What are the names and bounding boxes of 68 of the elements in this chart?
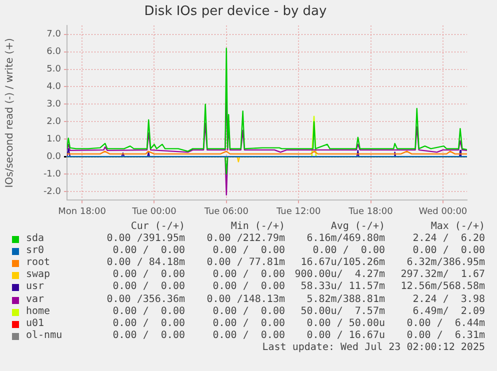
text: 0.00 / 0.00: [212, 318, 285, 330]
text: 2.24 / 3.98: [412, 294, 485, 306]
text: 0.00 / 6.31m: [406, 330, 485, 342]
legend-label: sr0: [26, 245, 44, 258]
text: 0.00 / 77.81m: [206, 257, 285, 270]
text: Last update: Wed Jul 23 02:00:12 2025: [262, 342, 485, 354]
x-tick-label: Tue 12:00: [275, 206, 321, 217]
legend-label: home: [26, 306, 50, 318]
text: Avg (-/+): [330, 221, 385, 233]
y-tick-label: 6.0: [46, 47, 62, 58]
legend-label: sda: [26, 233, 44, 245]
text: 0.00 /391.95m: [106, 233, 185, 245]
legend-label: usr: [26, 281, 44, 294]
legend-label: root: [26, 257, 50, 270]
x-tick-label: Wed 00:00: [418, 206, 468, 217]
text: Max (-/+): [430, 221, 485, 233]
y-tick-label: 2.0: [46, 116, 62, 127]
text: 900.00u/ 4.27m: [294, 269, 385, 282]
y-tick-label: 1.0: [46, 134, 62, 144]
y-axis-title: IOs/second read (-) / write (+): [4, 38, 16, 188]
text: 0.00 / 0.00: [212, 281, 285, 294]
text: 0.00 / 16.67u: [306, 330, 385, 342]
legend-label: u01: [26, 318, 44, 330]
text: 0.00 / 50.00u: [306, 318, 385, 330]
text: 0.00 / 0.00: [212, 306, 285, 318]
text: 0.00 / 0.00: [112, 281, 185, 294]
text: 0.00 / 0.00: [212, 269, 285, 282]
legend-label: var: [26, 294, 44, 306]
text: 5.82m/388.81m: [306, 294, 385, 306]
text: 0.00 /148.13m: [206, 294, 285, 306]
y-tick-label: 7.0: [46, 30, 62, 40]
text: 0.00 / 0.00: [212, 245, 285, 258]
chart-title: Disk IOs per device - by day: [144, 4, 328, 20]
text: 0.00 / 6.44m: [406, 318, 485, 330]
x-tick-label: Tue 06:00: [203, 206, 249, 217]
text: 0.00 / 0.00: [112, 306, 185, 318]
legend-label: swap: [26, 269, 50, 282]
text: Cur (-/+): [130, 221, 185, 233]
text: 6.16m/469.80m: [306, 233, 385, 245]
text: 6.49m/ 2.09: [412, 306, 485, 318]
text: 0.00 / 0.00: [112, 330, 185, 342]
text: 0.00 / 0.00: [112, 245, 185, 258]
y-tick-label: 5.0: [46, 64, 62, 75]
text: 16.67u/105.26m: [300, 257, 385, 270]
text: 58.33u/ 11.57m: [300, 281, 385, 294]
text: 2.24 / 6.20: [412, 233, 485, 245]
text: 0.00 / 84.18m: [106, 257, 185, 270]
y-tick-label: -1.0: [43, 169, 62, 180]
x-tick-label: Tue 18:00: [348, 206, 394, 217]
text: 0.00 /356.36m: [106, 294, 185, 306]
text: 0.00 /212.79m: [206, 233, 285, 245]
text: 0.00 / 0.00: [112, 318, 185, 330]
text: 0.00 / 0.00: [412, 245, 485, 258]
text: 50.00u/ 7.57m: [300, 306, 385, 318]
y-tick-label: -2.0: [43, 186, 62, 197]
y-tick-label: 4.0: [46, 82, 62, 92]
x-tick-label: Tue 00:00: [131, 206, 177, 217]
text: 0.00 / 0.00: [312, 245, 385, 258]
x-tick-label: Mon 18:00: [58, 206, 106, 217]
y-tick-label: 3.0: [46, 100, 62, 110]
text: 0.00 / 0.00: [112, 269, 185, 282]
legend-label: ol-nmu: [26, 330, 62, 342]
text: 297.32m/ 1.67: [400, 269, 485, 282]
text: Min (-/+): [230, 221, 285, 233]
text: 12.56m/568.58m: [400, 281, 485, 294]
text: 6.32m/386.95m: [406, 257, 485, 270]
text: 0.00 / 0.00: [212, 330, 285, 342]
y-tick-label: 0.0: [46, 152, 62, 162]
